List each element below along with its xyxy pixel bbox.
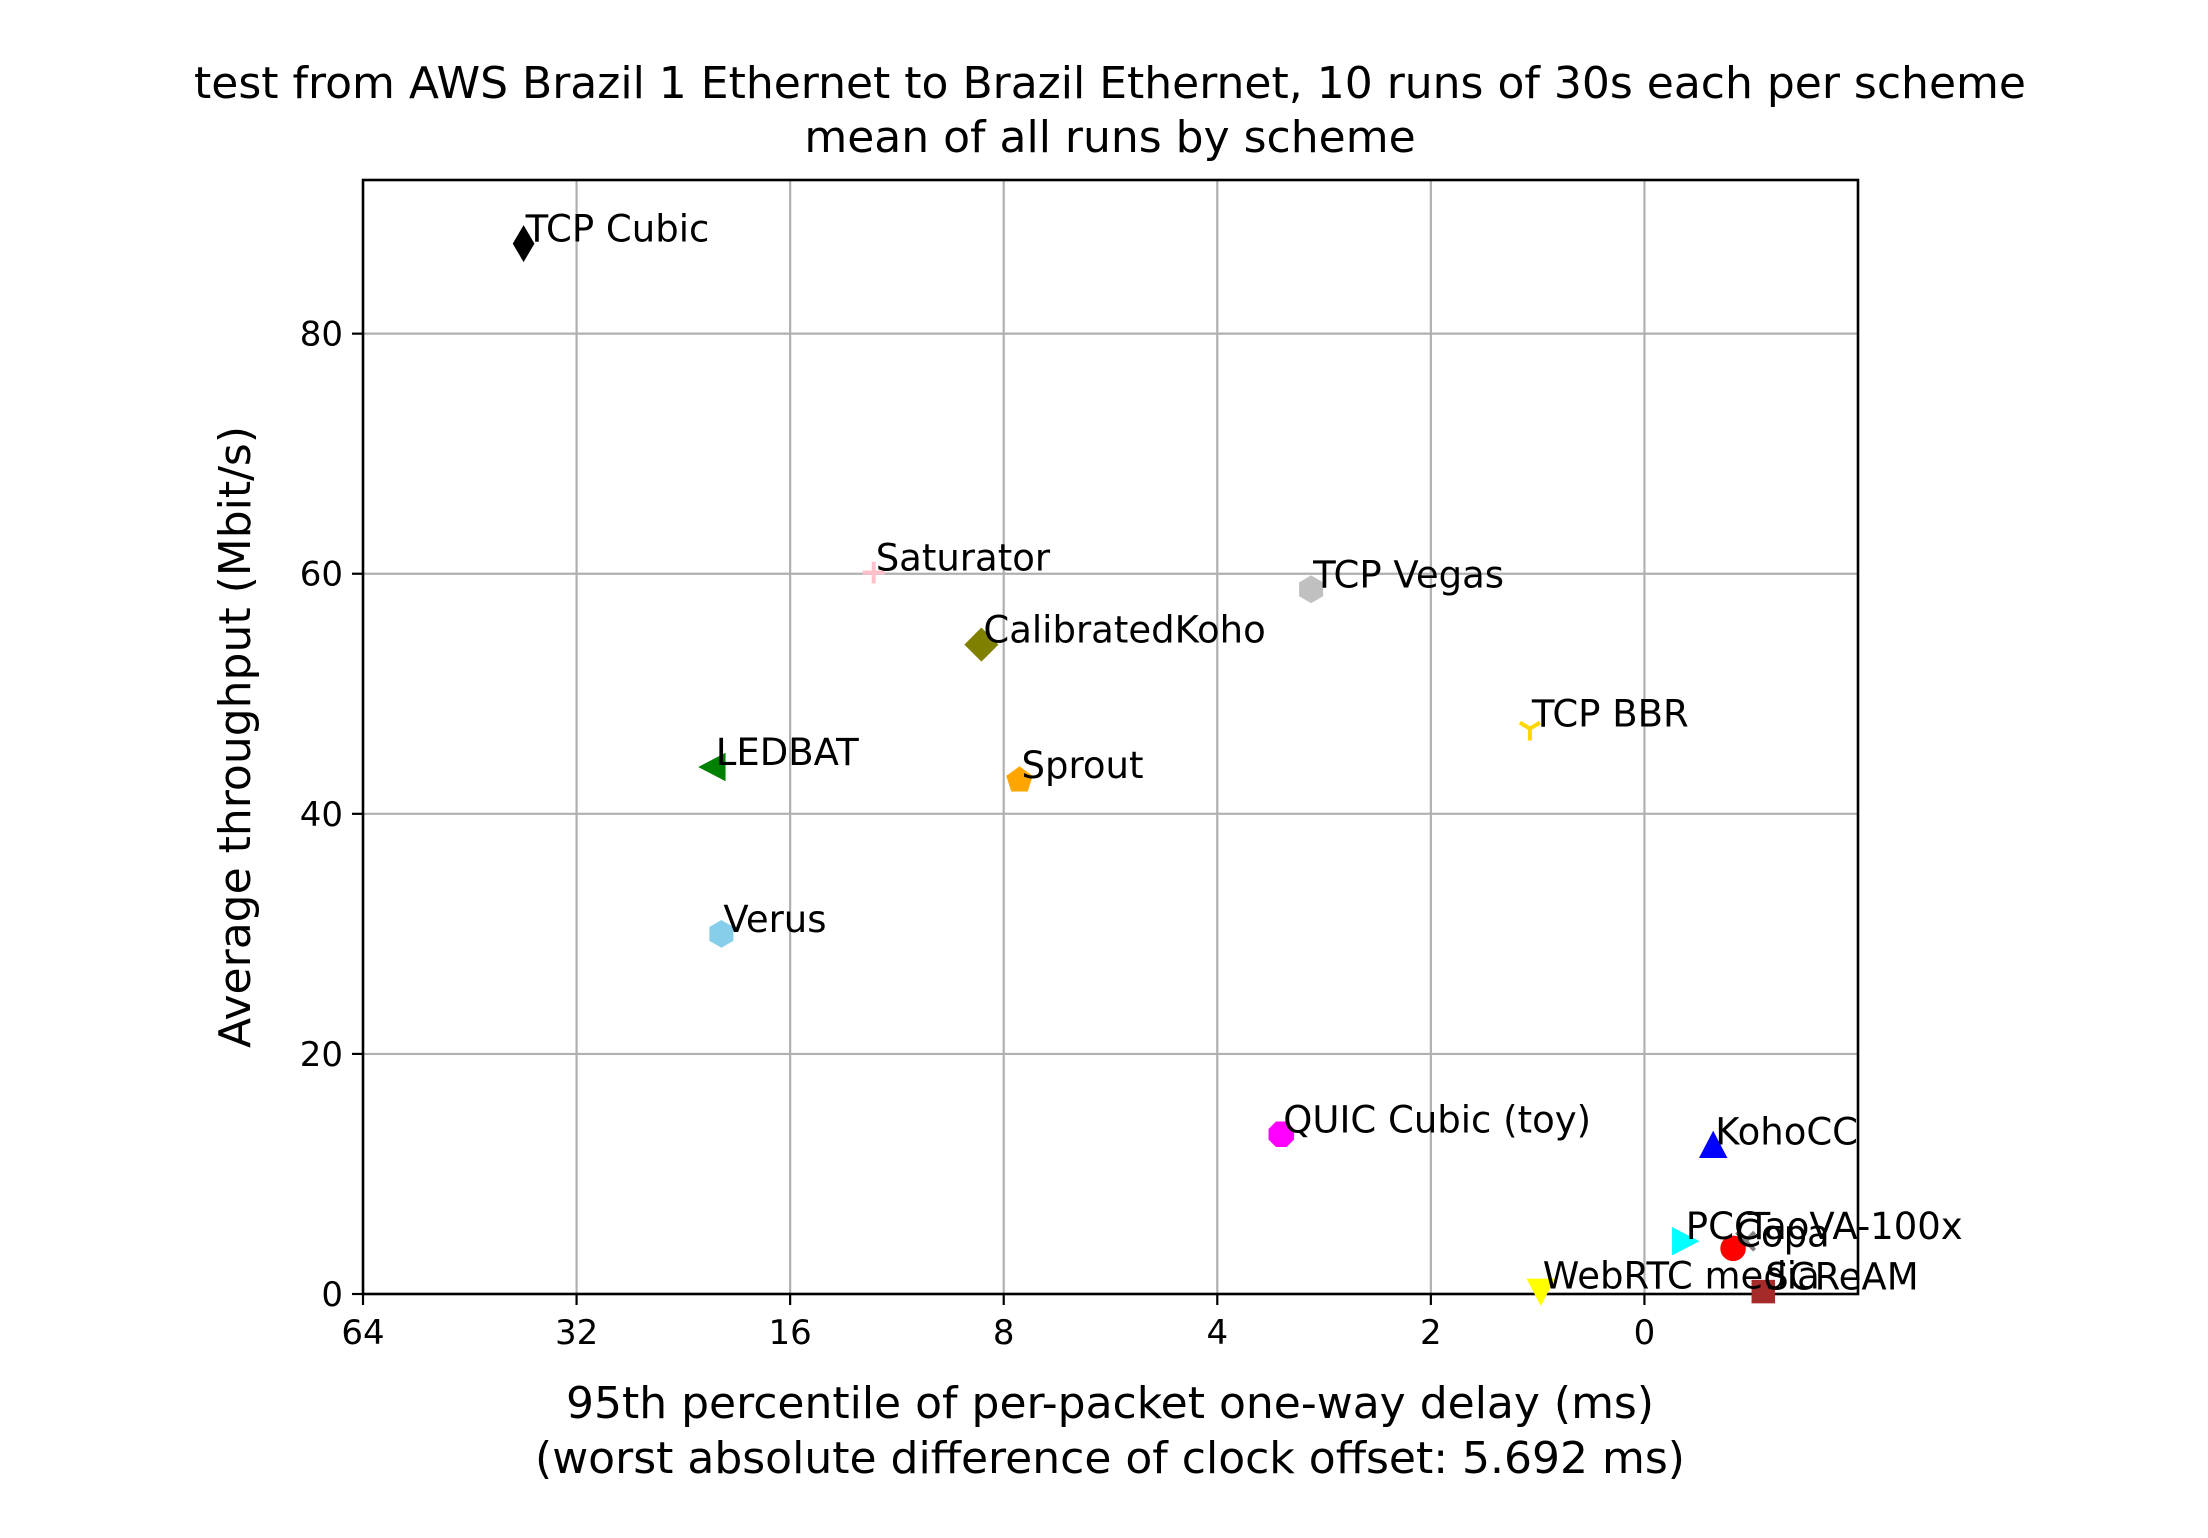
point-tcp-cubic (512, 225, 535, 263)
plot-area-frame (361, 178, 1860, 1296)
point-label-ledbat: LEDBAT (716, 731, 859, 774)
point-label-calibratedkoho: CalibratedKoho (983, 609, 1265, 652)
point-copa (1720, 1235, 1746, 1262)
point-saturator (862, 561, 885, 584)
x-tick-label: 2 (1420, 1313, 1442, 1353)
point-label-kohocc: KohoCC (1715, 1110, 1858, 1153)
point-sprout (1006, 766, 1033, 792)
x-tick-label: 16 (769, 1313, 812, 1353)
point-label-tcp-vegas: TCP Vegas (1312, 553, 1504, 596)
data-points (512, 225, 1776, 1307)
point-label-scream: SCReAM (1765, 1256, 1918, 1299)
point-label-sprout: Sprout (1022, 744, 1144, 787)
point-label-tcp-bbr: TCP BBR (1531, 693, 1689, 736)
chart-subtitle: mean of all runs by scheme (804, 112, 1415, 163)
point-verus (709, 920, 734, 948)
y-axis-label: Average throughput (Mbit/s) (210, 426, 261, 1048)
point-label-taova-100x: TaoVA-100x (1747, 1205, 1963, 1248)
point-scream (1751, 1279, 1776, 1304)
point-label-webrtc-media: WebRTC media (1543, 1254, 1820, 1297)
point-kohocc (1698, 1130, 1728, 1159)
y-tick-label: 20 (300, 1035, 343, 1075)
point-calibratedkoho (964, 627, 999, 662)
data-labels: TCP Cubic Saturator TCP Vegas CalibratedKoh… (525, 208, 1963, 1299)
x-axis-label: 95th percentile of per-packet one-way de… (566, 1378, 1654, 1429)
point-tcp-vegas (1299, 575, 1324, 604)
point-label-verus: Verus (723, 898, 826, 941)
y-tick-label: 80 (300, 315, 343, 355)
y-tick-label: 60 (300, 555, 343, 595)
y-tick-label: 40 (300, 795, 343, 835)
point-pcc (1672, 1226, 1700, 1256)
point-tcp-bbr (1518, 720, 1541, 741)
point-label-saturator: Saturator (876, 537, 1051, 580)
point-label-tcp-cubic: TCP Cubic (525, 208, 710, 251)
x-tick-label: 32 (555, 1313, 598, 1353)
point-webrtc-media (1526, 1278, 1556, 1307)
point-label-pcc: PCC (1686, 1205, 1760, 1248)
point-quic-cubic-toy (1268, 1121, 1295, 1148)
x-tick-label: 0 (1634, 1313, 1656, 1353)
point-ledbat (698, 752, 726, 782)
y-tick-label: 0 (321, 1275, 343, 1315)
chart-title: test from AWS Brazil 1 Ethernet to Brazi… (194, 58, 2026, 109)
point-label-quic-cubic-toy: QUIC Cubic (toy) (1283, 1098, 1591, 1141)
x-tick-label: 8 (993, 1313, 1015, 1353)
x-tick-label: 4 (1206, 1313, 1228, 1353)
x-tick-label: 64 (341, 1313, 384, 1353)
point-label-copa: Copa (1735, 1212, 1830, 1255)
grid (363, 180, 1858, 1294)
x-axis-sublabel: (worst absolute difference of clock offs… (535, 1433, 1685, 1484)
